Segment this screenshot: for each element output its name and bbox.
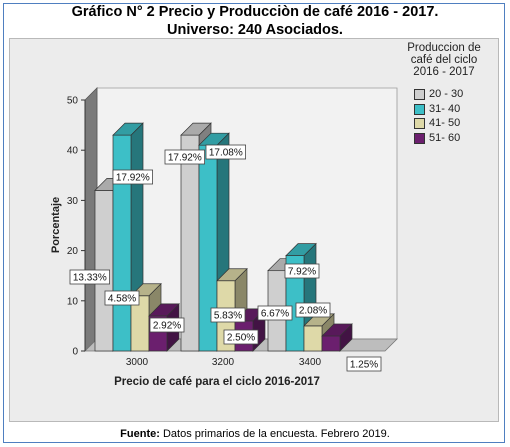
- legend-swatch-3: [414, 132, 425, 144]
- data-label-1-1: 17.08%: [205, 144, 246, 160]
- y-axis-label: Porcentaje: [50, 197, 62, 253]
- bar-2-3: [321, 323, 353, 352]
- svg-text:6.67%: 6.67%: [261, 309, 289, 320]
- x-tick-label-2: 3400: [299, 357, 322, 368]
- y-tick-label-5: 50: [67, 96, 79, 107]
- y-tick-label-2: 20: [67, 246, 79, 257]
- x-axis-label: Precio de café para el ciclo 2016-2017: [114, 376, 320, 388]
- svg-text:13.33%: 13.33%: [73, 273, 107, 284]
- svg-text:17.08%: 17.08%: [209, 148, 243, 159]
- svg-text:4.58%: 4.58%: [108, 294, 136, 305]
- svg-text:2.08%: 2.08%: [299, 306, 327, 317]
- y-tick-label-3: 30: [67, 196, 79, 207]
- x-tick-label-1: 3200: [212, 357, 235, 368]
- data-label-0-3: 2.92%: [149, 317, 185, 333]
- data-label-1-3: 2.50%: [223, 329, 259, 345]
- data-label-2-3: 1.25%: [346, 356, 382, 372]
- data-label-2-2: 2.08%: [295, 302, 331, 318]
- legend-label-2: 41- 50: [429, 117, 461, 129]
- x-tick-label-0: 3000: [126, 357, 149, 368]
- svg-text:1.25%: 1.25%: [350, 360, 378, 371]
- figure-frame: [3, 3, 505, 443]
- svg-text:7.92%: 7.92%: [288, 267, 316, 278]
- legend-swatch-2: [414, 118, 425, 129]
- y-tick-label-4: 40: [67, 146, 79, 157]
- data-label-0-1: 17.92%: [112, 169, 153, 185]
- source-text: Datos primarios de la encuesta. Febrero …: [159, 428, 390, 440]
- svg-text:2.92%: 2.92%: [153, 321, 181, 332]
- chart-title: Gráfico N° 2 Precio y Producciòn de café…: [71, 4, 439, 20]
- data-label-0-2: 4.58%: [104, 290, 140, 306]
- legend-swatch-0: [414, 89, 425, 100]
- legend-title: Produccion de café del ciclo 2016 - 2017: [407, 42, 481, 78]
- legend-label-1: 31- 40: [429, 102, 461, 115]
- legend-swatch-1: [414, 103, 425, 115]
- source-label: Fuente:: [120, 428, 160, 440]
- data-label-2-0: 6.67%: [257, 305, 293, 321]
- svg-text:17.92%: 17.92%: [168, 153, 202, 164]
- legend-label-3: 51- 60: [429, 131, 461, 144]
- chart-subtitle: Universo: 240 Asociados.: [167, 22, 343, 38]
- data-label-2-1: 7.92%: [284, 263, 320, 279]
- legend-label-0: 20 - 30: [429, 88, 464, 100]
- svg-text:5.83%: 5.83%: [214, 311, 242, 322]
- svg-text:2.50%: 2.50%: [227, 333, 255, 344]
- source-note: Fuente: Datos primarios de la encuesta. …: [0, 428, 510, 440]
- data-label-1-2: 5.83%: [210, 307, 246, 323]
- y-tick-label-1: 10: [67, 296, 79, 307]
- svg-text:17.92%: 17.92%: [116, 173, 150, 184]
- data-label-0-0: 13.33%: [69, 269, 110, 285]
- y-tick-label-0: 0: [72, 347, 78, 358]
- data-label-1-0: 17.92%: [164, 149, 205, 165]
